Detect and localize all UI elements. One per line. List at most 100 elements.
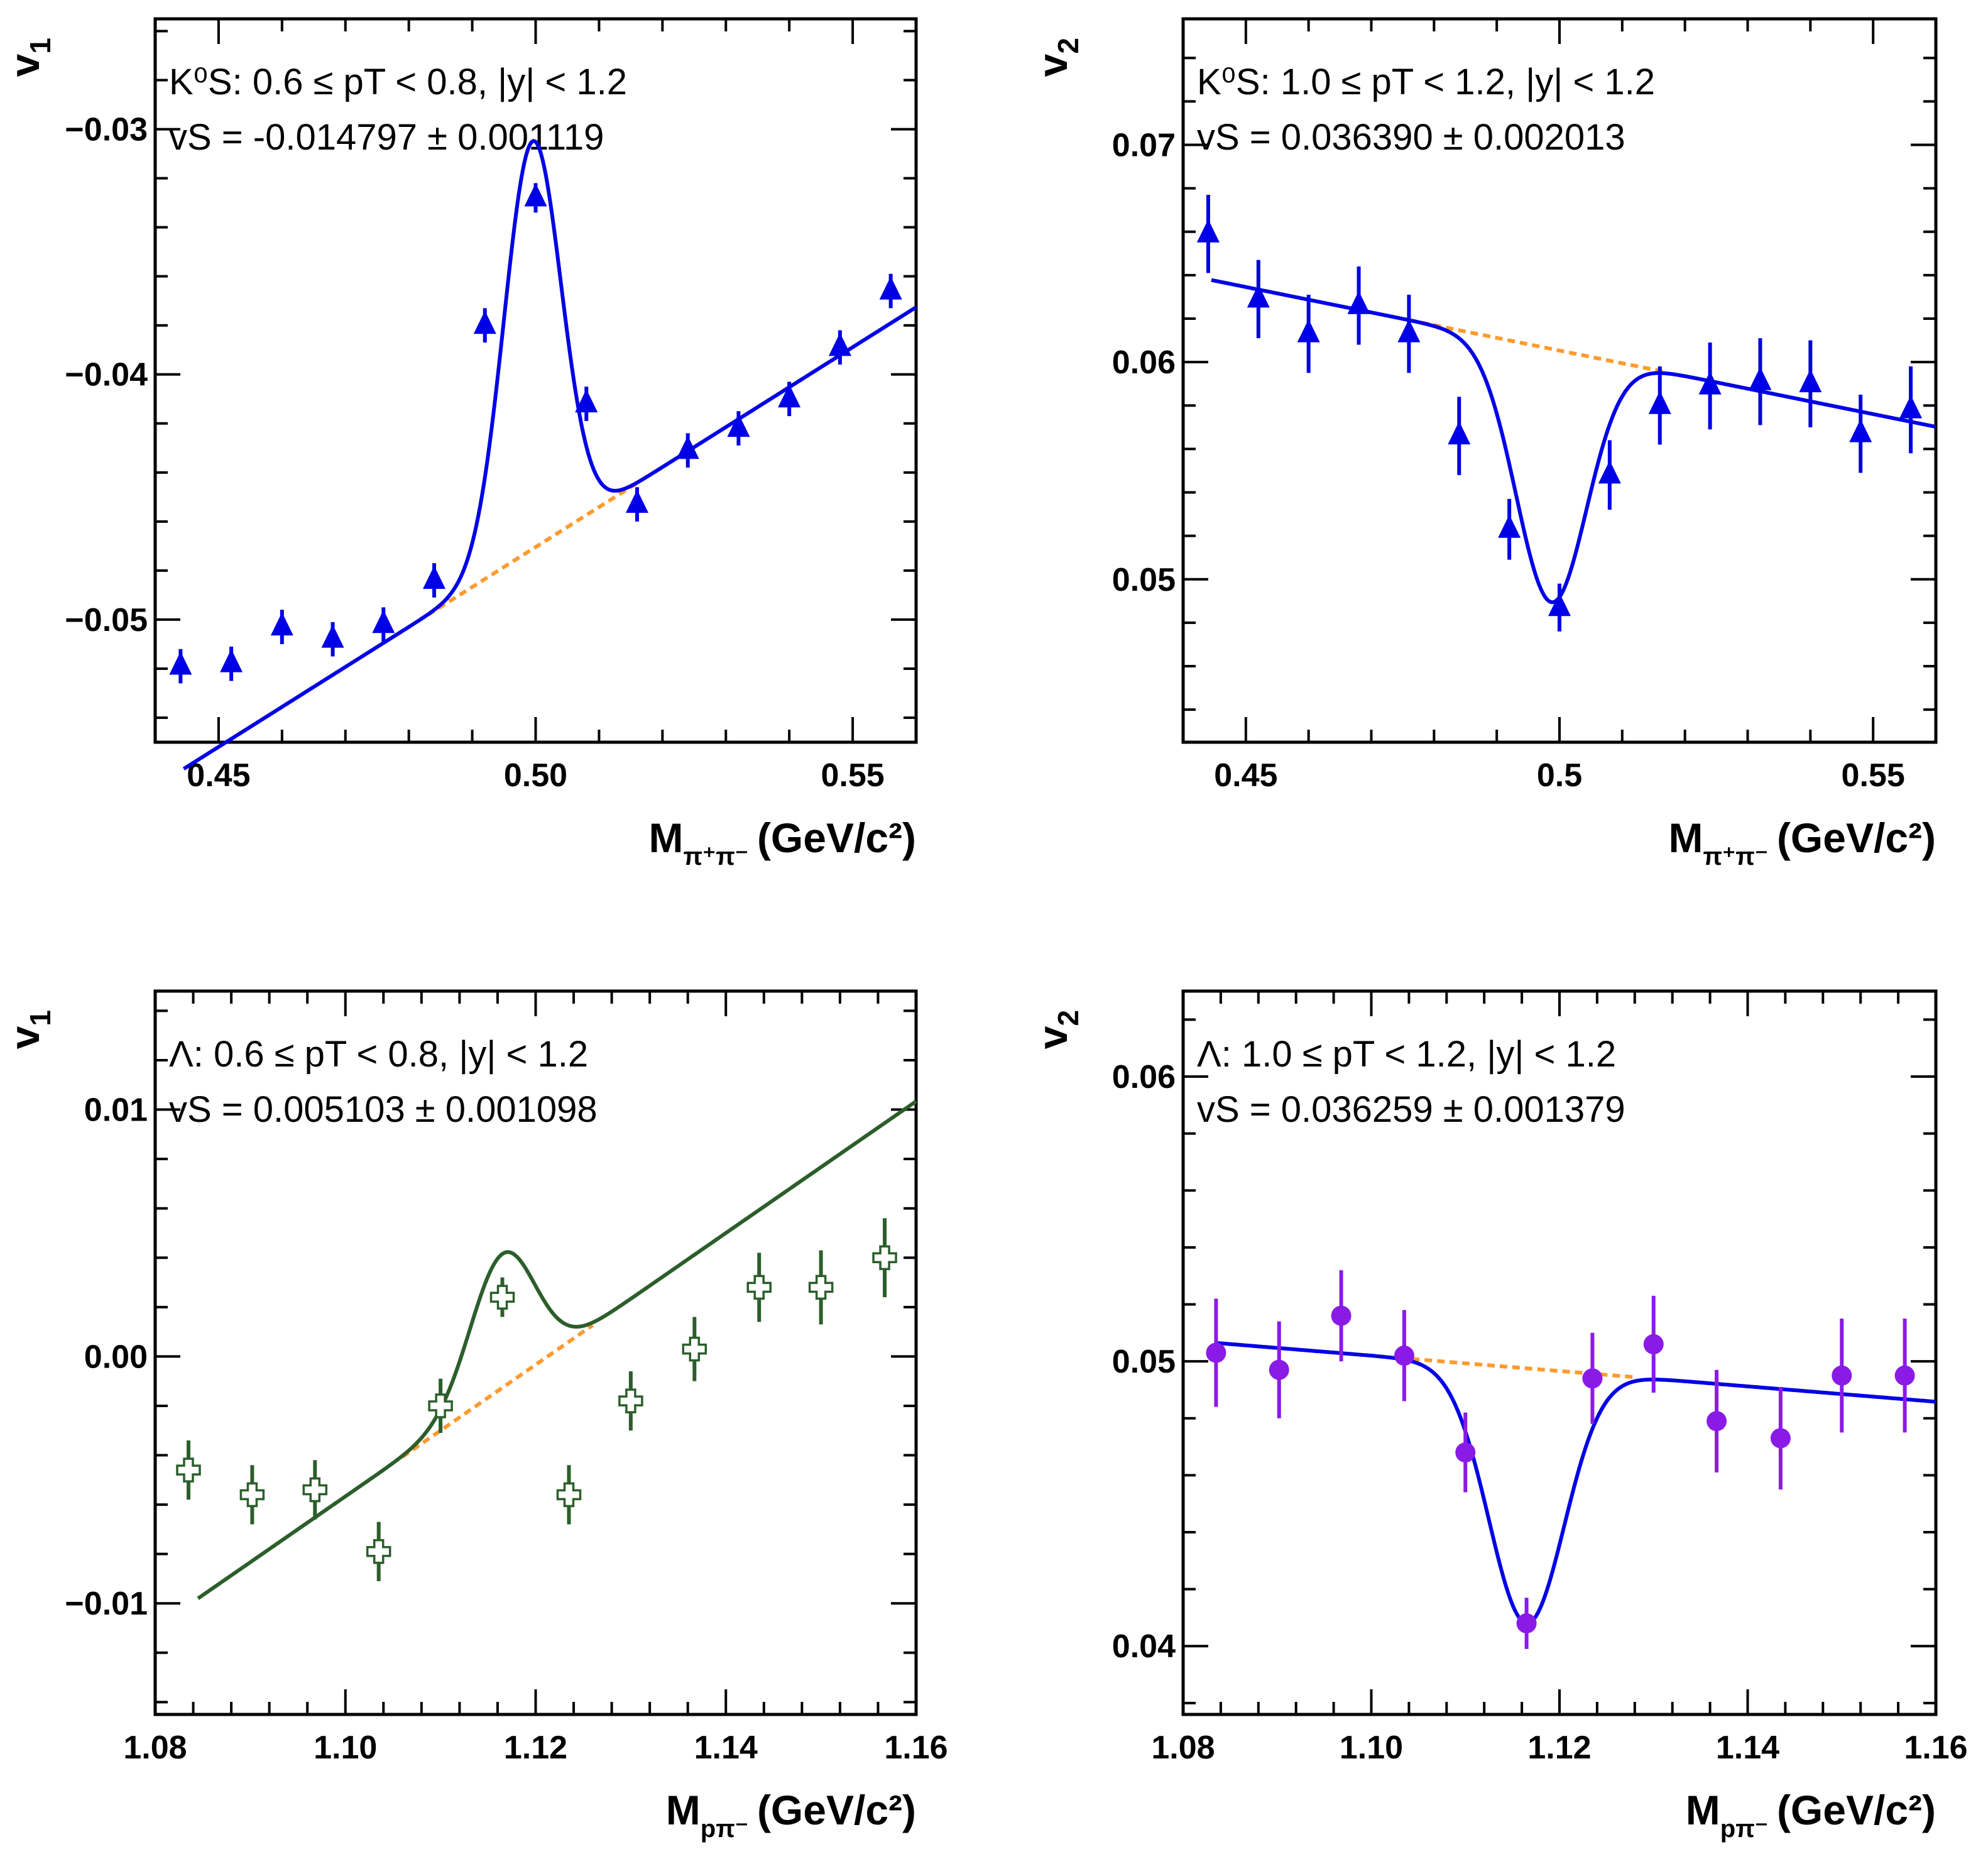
data-point bbox=[1648, 366, 1671, 445]
triangle-marker bbox=[575, 389, 598, 413]
y-axis-title-main: v bbox=[1029, 1026, 1076, 1049]
triangle-marker bbox=[1548, 593, 1571, 617]
data-point bbox=[302, 1460, 328, 1520]
data-point bbox=[727, 411, 750, 446]
triangle-marker bbox=[1899, 395, 1923, 419]
x-axis-title-units: (GeV/c²) bbox=[757, 1787, 916, 1833]
data-point bbox=[1832, 1319, 1852, 1433]
data-point bbox=[556, 1465, 582, 1525]
x-tick-label: 0.45 bbox=[187, 757, 250, 794]
data-point bbox=[1643, 1295, 1664, 1393]
y-tick-label: 0.06 bbox=[1112, 1059, 1176, 1095]
x-tick-label: 1.16 bbox=[1904, 1730, 1967, 1766]
data-point bbox=[220, 646, 243, 681]
triangle-marker bbox=[423, 566, 446, 589]
triangle-marker bbox=[727, 414, 750, 437]
open-cross-marker bbox=[489, 1285, 515, 1310]
x-tick-label: 0.55 bbox=[821, 757, 884, 794]
annotation-kinematics: K⁰S: 1.0 ≤ pT < 1.2, |y| < 1.2 bbox=[1197, 62, 1655, 102]
data-point bbox=[1582, 1332, 1603, 1424]
triangle-marker bbox=[879, 276, 902, 300]
triangle-marker bbox=[1799, 369, 1822, 393]
x-axis-title: Mpπ⁻ (GeV/c²) bbox=[1686, 1787, 1936, 1843]
triangle-marker bbox=[625, 490, 648, 513]
y-tick-label: 0.05 bbox=[1112, 562, 1176, 598]
triangle-marker bbox=[321, 624, 344, 648]
data-point bbox=[625, 487, 648, 522]
x-axis-title-sub: π⁺π⁻ bbox=[683, 843, 748, 870]
y-axis-title: v1 bbox=[1, 38, 57, 77]
x-axis-title-units: (GeV/c²) bbox=[1777, 814, 1936, 861]
data-point bbox=[372, 607, 395, 642]
data-point bbox=[1899, 366, 1923, 454]
circle-marker bbox=[1894, 1365, 1915, 1386]
x-axis-title: Mπ⁺π⁻ (GeV/c²) bbox=[1668, 814, 1936, 870]
triangle-marker bbox=[1448, 421, 1471, 445]
data-point bbox=[879, 273, 902, 309]
y-axis-title-sub: 2 bbox=[1052, 38, 1084, 54]
x-tick-label: 1.08 bbox=[123, 1730, 187, 1766]
open-cross-marker bbox=[176, 1457, 201, 1483]
signal-plus-background-fit bbox=[197, 1099, 917, 1600]
data-point bbox=[1894, 1319, 1915, 1433]
triangle-marker bbox=[524, 183, 547, 207]
triangle-marker bbox=[1498, 514, 1521, 538]
triangle-marker bbox=[828, 332, 851, 356]
triangle-marker bbox=[1749, 366, 1772, 390]
x-axis-title-main: M bbox=[1686, 1787, 1720, 1833]
circle-marker bbox=[1331, 1305, 1352, 1326]
y-axis-title-sub: 1 bbox=[24, 38, 57, 54]
data-point bbox=[1770, 1386, 1791, 1490]
data-point bbox=[1516, 1598, 1537, 1649]
x-axis-title-main: M bbox=[1668, 814, 1703, 861]
data-point bbox=[1455, 1412, 1476, 1493]
y-tick-label: 0.06 bbox=[1112, 344, 1176, 381]
triangle-marker bbox=[372, 610, 395, 633]
x-tick-label: 1.12 bbox=[1527, 1730, 1591, 1766]
y-axis-title-main: v bbox=[1, 53, 48, 77]
signal-plus-background-fit bbox=[1216, 1341, 1936, 1625]
y-axis-title: v1 bbox=[1, 1010, 57, 1049]
y-tick-label: 0.04 bbox=[1112, 1628, 1176, 1665]
data-point bbox=[872, 1218, 897, 1298]
y-tick-label: 0.00 bbox=[84, 1339, 148, 1375]
y-axis-title: v2 bbox=[1029, 1010, 1084, 1049]
annotation-signal-value: vS = 0.005103 ± 0.001098 bbox=[169, 1089, 598, 1130]
open-cross-marker bbox=[556, 1482, 582, 1508]
annotation-signal-value: vS = -0.014797 ± 0.001119 bbox=[169, 117, 604, 158]
annotation-kinematics: Λ: 0.6 ≤ pT < 0.8, |y| < 1.2 bbox=[169, 1034, 588, 1075]
y-axis-title-main: v bbox=[1, 1026, 48, 1049]
data-point bbox=[1206, 1298, 1226, 1407]
background-fit-line bbox=[1408, 318, 1667, 375]
data-point bbox=[808, 1250, 834, 1325]
data-point bbox=[1397, 294, 1421, 373]
data-point bbox=[1799, 340, 1822, 427]
circle-marker bbox=[1582, 1368, 1603, 1389]
annotation-kinematics: Λ: 1.0 ≤ pT < 1.2, |y| < 1.2 bbox=[1197, 1034, 1616, 1075]
x-tick-label: 0.50 bbox=[504, 757, 567, 794]
circle-marker bbox=[1516, 1613, 1537, 1633]
x-axis-title-sub: pπ⁻ bbox=[701, 1815, 748, 1843]
data-point bbox=[423, 563, 446, 598]
triangle-marker bbox=[1247, 284, 1270, 308]
data-point bbox=[1297, 294, 1320, 373]
data-point bbox=[1849, 394, 1872, 473]
data-point bbox=[1269, 1321, 1289, 1418]
triangle-marker bbox=[1698, 371, 1722, 395]
data-point bbox=[366, 1522, 391, 1581]
y-tick-label: −0.04 bbox=[65, 357, 148, 393]
data-point bbox=[176, 1440, 201, 1500]
data-point bbox=[618, 1371, 643, 1431]
data-point bbox=[270, 610, 293, 644]
y-tick-label: 0.05 bbox=[1112, 1344, 1176, 1380]
triangle-marker bbox=[1297, 319, 1320, 343]
y-axis-title-sub: 2 bbox=[1052, 1010, 1084, 1026]
x-tick-label: 1.14 bbox=[694, 1730, 758, 1766]
panel-top-right: 0.45 0.5 0.55 0.05 0.06 0.07 v2 Mπ⁺π⁻ (GeV/c²) K⁰… bbox=[1029, 17, 1938, 870]
open-cross-marker bbox=[239, 1482, 265, 1508]
y-tick-label: 0.07 bbox=[1112, 127, 1176, 163]
circle-marker bbox=[1643, 1334, 1664, 1354]
data-point bbox=[746, 1253, 772, 1322]
